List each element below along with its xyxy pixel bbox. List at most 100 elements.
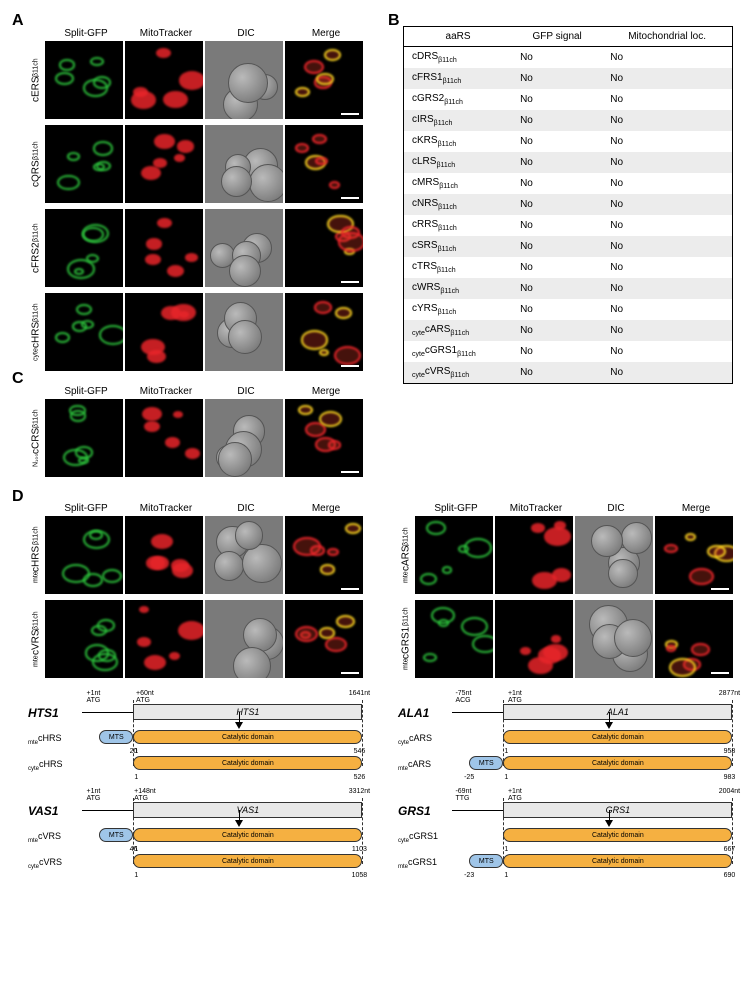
catalytic-pill: Catalytic domain (503, 828, 732, 842)
gene-title: ALA1 (398, 706, 452, 720)
mito-value: No (602, 341, 732, 362)
catalytic-pill: Catalytic domain (503, 756, 732, 770)
aars-name: cFRS1β11ch (404, 68, 513, 89)
row-label: mtecHRSβ11ch (28, 516, 44, 594)
row-label: cQRSβ11ch (28, 125, 44, 203)
micrograph-mito (125, 125, 203, 203)
gfp-value: No (512, 194, 602, 215)
col-header: DIC (207, 28, 285, 41)
aars-table: aaRS GFP signal Mitochondrial loc. cDRSβ… (403, 26, 733, 384)
gfp-value: No (512, 89, 602, 110)
image-row: mtecHRSβ11ch (28, 516, 368, 594)
gfp-value: No (512, 173, 602, 194)
mito-value: No (602, 299, 732, 320)
gfp-value: No (512, 110, 602, 131)
micrograph-mito (495, 516, 573, 594)
micrograph-dic (575, 516, 653, 594)
aars-name: cTRSβ11ch (404, 257, 513, 278)
micrograph-gfp (45, 516, 123, 594)
gene-diagram: VAS1VAS1+1ntATG+148ntATG3312ntmtecVRS46M… (28, 800, 368, 874)
mito-value: No (602, 152, 732, 173)
gene-title: VAS1 (28, 804, 82, 818)
micrograph-mito (125, 41, 203, 119)
micrograph-gfp (415, 600, 493, 678)
micrograph-mito (125, 293, 203, 371)
image-row: mtecARSβ11ch (398, 516, 738, 594)
micrograph-dic (205, 600, 283, 678)
table-row: cFRS1β11chNoNo (404, 68, 733, 89)
gfp-value: No (512, 68, 602, 89)
col-header: Merge (287, 28, 365, 41)
table-row: cNRSβ11chNoNo (404, 194, 733, 215)
gene-diagrams: HTS1HTS1+1ntATG+60ntATG1641ntmtecHRS20MT… (28, 698, 738, 898)
micrograph-gfp (45, 41, 123, 119)
table-row: cTRSβ11chNoNo (404, 257, 733, 278)
micrograph-gfp (415, 516, 493, 594)
gfp-value: No (512, 215, 602, 236)
mito-value: No (602, 47, 732, 69)
catalytic-pill: Catalytic domain (133, 828, 362, 842)
mts-pill: MTS (99, 730, 133, 744)
col-header: MitoTracker (127, 503, 205, 516)
panel-a: Split-GFP MitoTracker DIC Merge cERSβ11c… (28, 28, 373, 377)
row-label: cERSβ11ch (28, 41, 44, 119)
gfp-value: No (512, 47, 602, 69)
micrograph-gfp (45, 399, 123, 477)
gfp-value: No (512, 131, 602, 152)
mts-pill: MTS (99, 828, 133, 842)
genome-rect: GRS1 (503, 802, 732, 818)
catalytic-pill: Catalytic domain (133, 854, 362, 868)
mts-pill: MTS (469, 854, 503, 868)
row-label: cFRS2β11ch (28, 209, 44, 287)
table-row: cKRSβ11chNoNo (404, 131, 733, 152)
micrograph-dic (575, 600, 653, 678)
gfp-value: No (512, 152, 602, 173)
micrograph-gfp (45, 600, 123, 678)
micrograph-mito (495, 600, 573, 678)
gene-diagram: HTS1HTS1+1ntATG+60ntATG1641ntmtecHRS20MT… (28, 702, 368, 776)
aars-name: cKRSβ11ch (404, 131, 513, 152)
micrograph-mito (125, 399, 203, 477)
mito-value: No (602, 68, 732, 89)
image-row: cFRS2β11ch (28, 209, 373, 287)
gfp-value: No (512, 236, 602, 257)
micrograph-merge (285, 125, 363, 203)
col-header: Split-GFP (47, 503, 125, 516)
image-row: cytecHRSβ11ch (28, 293, 373, 371)
row-label: cytecHRSβ11ch (28, 293, 44, 371)
micrograph-mito (125, 600, 203, 678)
isoform-label: cytecARS (398, 733, 452, 746)
catalytic-pill: Catalytic domain (133, 730, 362, 744)
micrograph-merge (285, 293, 363, 371)
col-header: MitoTracker (127, 386, 205, 399)
figure-root: A Split-GFP MitoTracker DIC Merge cERSβ1… (8, 8, 735, 982)
micrograph-merge (285, 41, 363, 119)
mts-pill: MTS (469, 756, 503, 770)
col-header: Merge (287, 503, 365, 516)
row-label: mtecGRS1β11ch (398, 600, 414, 678)
panel-a-label: A (12, 12, 24, 30)
aars-name: cNRSβ11ch (404, 194, 513, 215)
col-header: DIC (577, 503, 655, 516)
mito-value: No (602, 110, 732, 131)
genome-rect: VAS1 (133, 802, 362, 818)
gene-diagram: GRS1GRS1-69ntTTG+1ntATG2004ntcytecGRS1Ca… (398, 800, 738, 874)
catalytic-pill: Catalytic domain (503, 730, 732, 744)
table-row: cLRSβ11chNoNo (404, 152, 733, 173)
gfp-value: No (512, 299, 602, 320)
micrograph-gfp (45, 209, 123, 287)
panel-d-left-header: Split-GFP MitoTracker DIC Merge (46, 503, 368, 516)
micrograph-merge (285, 399, 363, 477)
mito-value: No (602, 89, 732, 110)
image-row: mtecGRS1β11ch (398, 600, 738, 678)
isoform-label: cytecVRS (28, 857, 82, 870)
mito-value: No (602, 362, 732, 384)
aars-name: cWRSβ11ch (404, 278, 513, 299)
col-header: DIC (207, 386, 285, 399)
th: Mitochondrial loc. (602, 27, 732, 47)
micrograph-dic (205, 293, 283, 371)
aars-name: cRRSβ11ch (404, 215, 513, 236)
table-row: cytecVRSβ11chNoNo (404, 362, 733, 384)
isoform-label: mtecHRS (28, 733, 82, 746)
panel-b-label: B (388, 12, 400, 30)
